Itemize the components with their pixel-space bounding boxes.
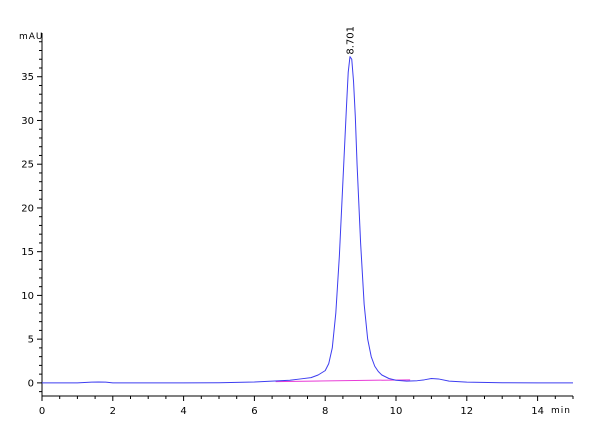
y-tick-label: 5	[28, 335, 34, 346]
x-tick-label: 8	[322, 406, 328, 417]
x-axis-unit-label: min	[551, 406, 571, 416]
x-tick-label: 0	[39, 406, 45, 417]
y-tick-label: 35	[21, 72, 34, 83]
ticks: 0 2 4 6 8 10 12 14 0 5 10 15 20 25 30 35	[21, 41, 574, 417]
y-tick-label: 0	[28, 378, 34, 389]
x-tick-label: 10	[390, 406, 403, 417]
y-tick-label: 30	[21, 116, 34, 127]
x-tick-label: 14	[531, 406, 544, 417]
x-tick-label: 6	[251, 406, 257, 417]
integration-baseline	[275, 379, 411, 383]
y-tick-label: 25	[21, 160, 34, 171]
series-layer	[42, 56, 573, 384]
x-tick-label: 12	[460, 406, 473, 417]
chromatogram-trace	[42, 56, 573, 384]
y-axis-unit-label: mAU	[19, 32, 44, 42]
y-tick-label: 15	[21, 247, 34, 258]
labels: mAU min 8.701	[19, 26, 571, 416]
y-tick-label: 10	[21, 291, 34, 302]
y-tick-label: 20	[21, 203, 34, 214]
peak-retention-label: 8.701	[345, 26, 356, 55]
x-tick-label: 2	[110, 406, 116, 417]
axes	[41, 33, 573, 397]
x-tick-label: 4	[180, 406, 186, 417]
